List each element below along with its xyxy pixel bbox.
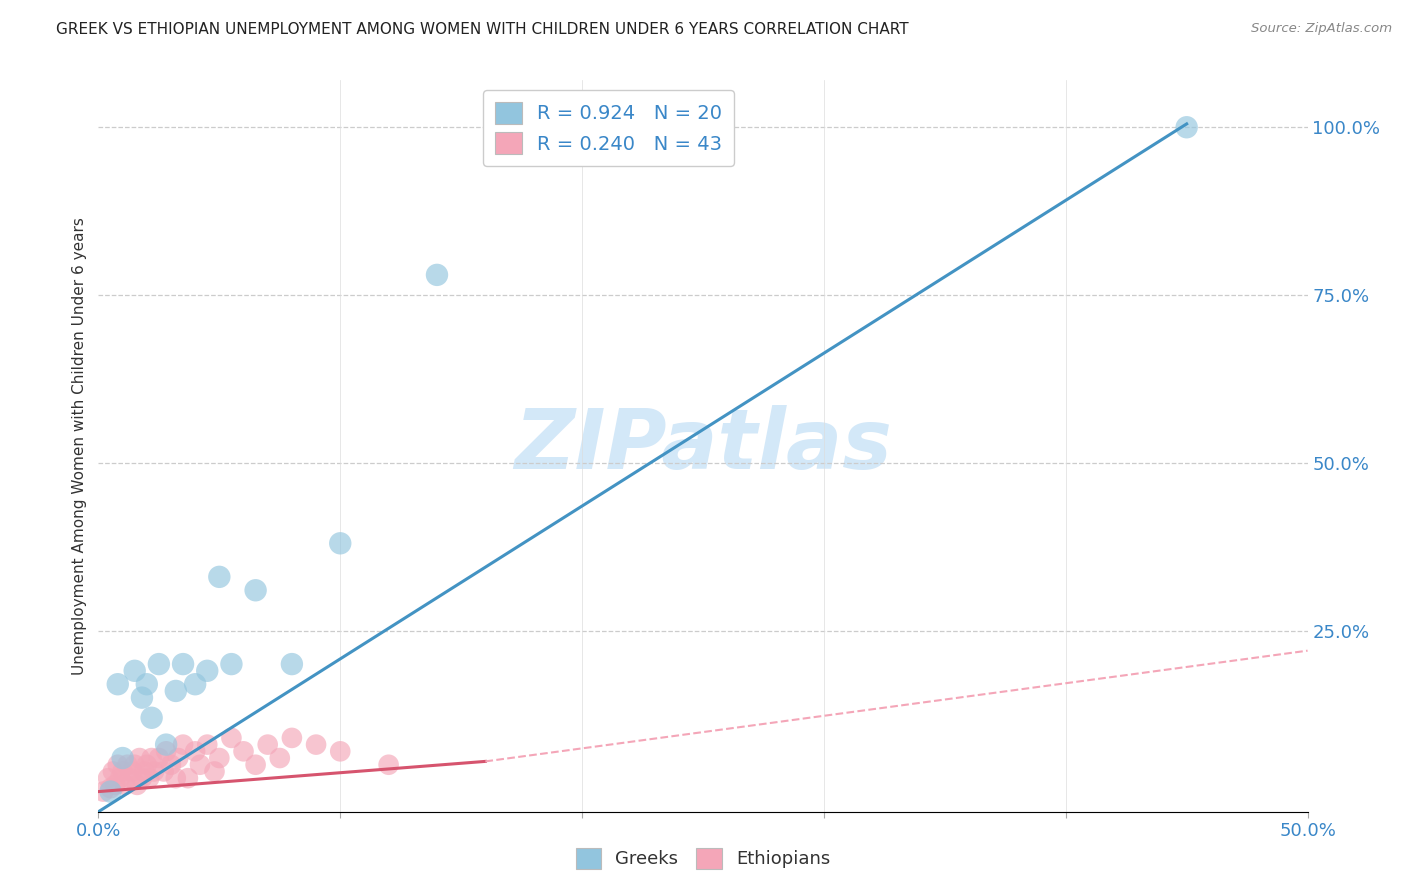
Point [188, 757, 211, 772]
Point [184, 744, 207, 758]
Point [232, 744, 254, 758]
Point [155, 738, 177, 752]
Point [160, 757, 183, 772]
Point [91, 784, 114, 798]
Point [114, 778, 136, 792]
Point [329, 744, 352, 758]
Point [204, 764, 226, 779]
Point [141, 751, 163, 765]
Point [208, 570, 231, 584]
Point [101, 764, 124, 779]
Point [135, 757, 157, 772]
Point [97, 771, 120, 785]
Point [128, 751, 150, 765]
Point [256, 738, 278, 752]
Point [111, 751, 134, 765]
Legend: Greeks, Ethiopians: Greeks, Ethiopians [568, 840, 838, 876]
Point [329, 536, 352, 550]
Point [305, 738, 328, 752]
Point [245, 583, 267, 598]
Point [172, 657, 194, 671]
Point [117, 757, 139, 772]
Point [269, 751, 291, 765]
Point [167, 751, 190, 765]
Point [1175, 120, 1198, 135]
Point [148, 751, 170, 765]
Point [104, 778, 127, 792]
Text: ZIPatlas: ZIPatlas [515, 406, 891, 486]
Point [141, 711, 163, 725]
Point [124, 757, 146, 772]
Point [426, 268, 449, 282]
Point [124, 664, 146, 678]
Point [177, 771, 200, 785]
Point [281, 657, 304, 671]
Point [281, 731, 304, 745]
Point [107, 677, 129, 691]
Point [100, 784, 122, 798]
Point [195, 738, 218, 752]
Point [221, 657, 243, 671]
Y-axis label: Unemployment Among Women with Children Under 6 years: Unemployment Among Women with Children U… [72, 217, 87, 675]
Point [138, 771, 160, 785]
Point [111, 764, 134, 779]
Point [245, 757, 267, 772]
Point [118, 771, 141, 785]
Point [121, 764, 143, 779]
Point [127, 778, 149, 792]
Point [195, 664, 218, 678]
Text: Source: ZipAtlas.com: Source: ZipAtlas.com [1251, 22, 1392, 36]
Point [155, 744, 177, 758]
Point [152, 764, 174, 779]
Point [165, 771, 187, 785]
Point [221, 731, 243, 745]
Point [165, 684, 187, 698]
Point [208, 751, 231, 765]
Point [107, 757, 129, 772]
Point [143, 764, 166, 779]
Point [172, 738, 194, 752]
Point [131, 771, 153, 785]
Text: GREEK VS ETHIOPIAN UNEMPLOYMENT AMONG WOMEN WITH CHILDREN UNDER 6 YEARS CORRELAT: GREEK VS ETHIOPIAN UNEMPLOYMENT AMONG WO… [56, 22, 908, 37]
Point [377, 757, 399, 772]
Point [148, 657, 170, 671]
Point [108, 771, 131, 785]
Point [131, 690, 153, 705]
Point [184, 677, 207, 691]
Point [100, 781, 122, 796]
Point [134, 764, 156, 779]
Point [135, 677, 157, 691]
